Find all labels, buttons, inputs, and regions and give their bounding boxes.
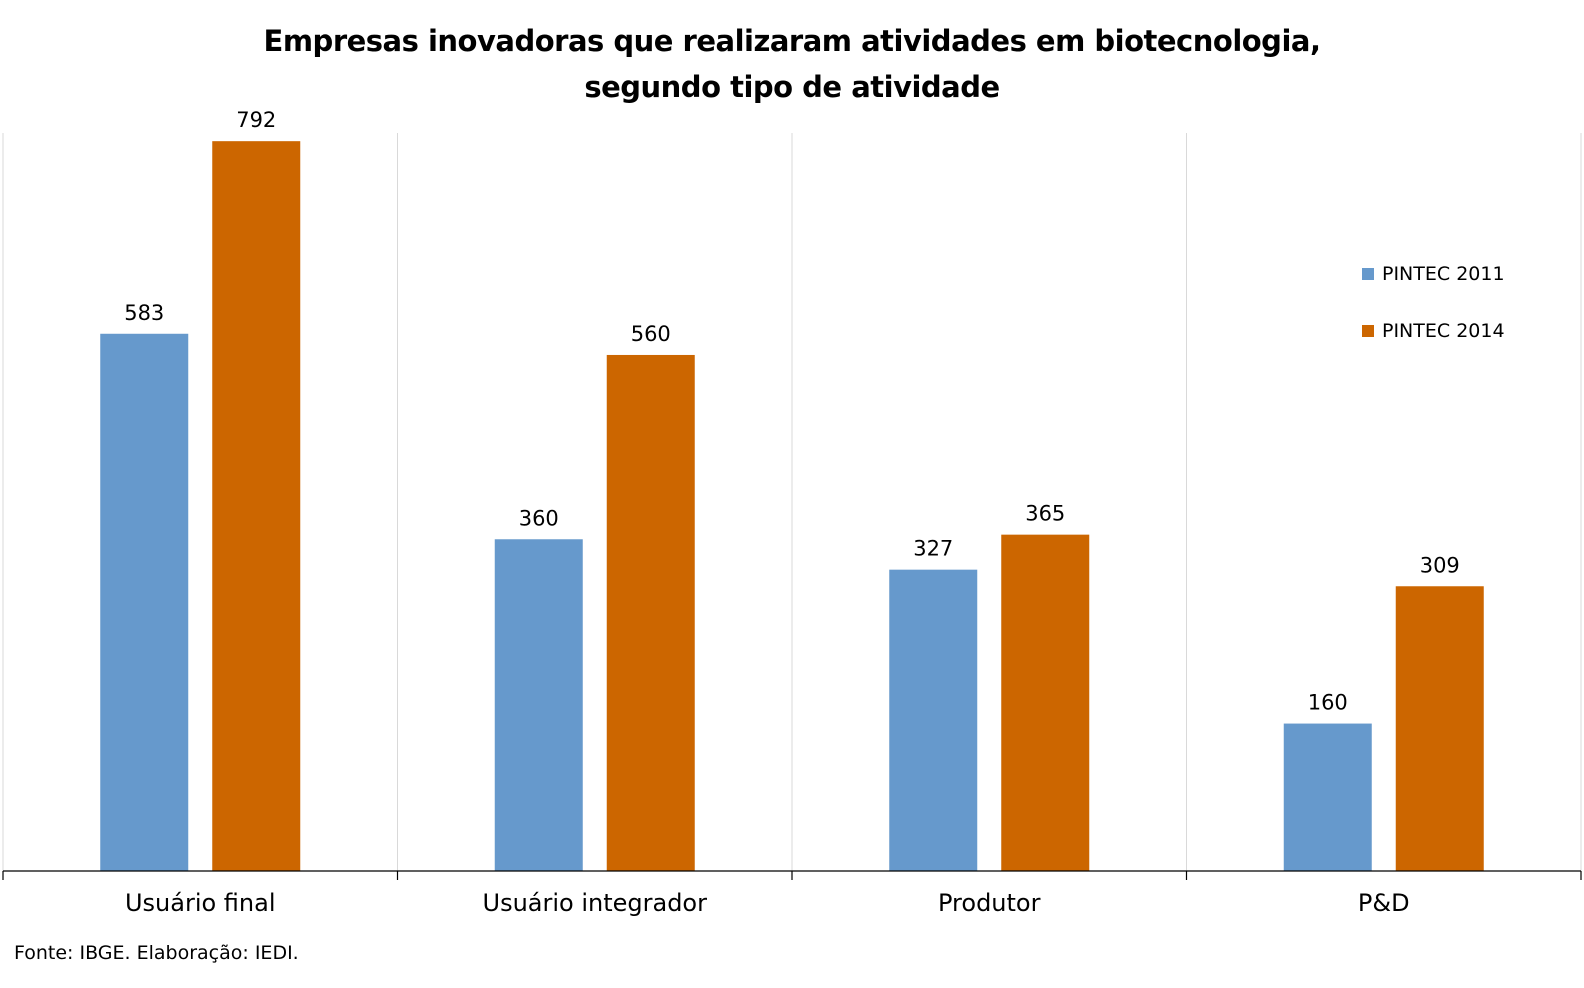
bar (889, 569, 978, 871)
category-label: Usuário integrador (483, 889, 708, 917)
legend-swatch (1362, 325, 1374, 337)
bar-group (100, 141, 1484, 872)
legend: PINTEC 2011 PINTEC 2014 (1362, 263, 1505, 342)
bar (1283, 723, 1372, 871)
category-separators (2, 133, 1582, 871)
data-labels: 583 792 360 560 327 365 160 309 (124, 108, 1460, 714)
bar (1001, 534, 1090, 871)
bar (100, 333, 189, 871)
x-axis (2, 870, 1582, 880)
data-label: 309 (1420, 553, 1460, 577)
data-label: 792 (236, 108, 276, 132)
bar (494, 539, 583, 871)
chart-title-line-1: Empresas inovadoras que realizaram ativi… (263, 24, 1321, 58)
chart-title-line-2: segundo tipo de atividade (584, 70, 1000, 104)
legend-label: PINTEC 2014 (1382, 320, 1505, 342)
bar (1395, 586, 1484, 871)
legend-swatch (1362, 268, 1374, 280)
data-label: 360 (519, 506, 559, 530)
bar (606, 354, 695, 872)
data-label: 327 (913, 537, 953, 561)
category-labels: Usuário final Usuário integrador Produtor P… (125, 889, 1410, 917)
data-label: 560 (631, 322, 671, 346)
source-note: Fonte: IBGE. Elaboração: IEDI. (14, 942, 299, 964)
legend-label: PINTEC 2011 (1382, 263, 1505, 285)
data-label: 365 (1025, 502, 1065, 526)
category-label: Produtor (938, 889, 1041, 917)
bar (212, 141, 301, 871)
category-label: Usuário final (125, 889, 276, 917)
chart-title: Empresas inovadoras que realizaram ativi… (0, 18, 1584, 110)
category-label: P&D (1358, 889, 1410, 917)
data-label: 583 (124, 301, 164, 325)
data-label: 160 (1308, 691, 1348, 715)
